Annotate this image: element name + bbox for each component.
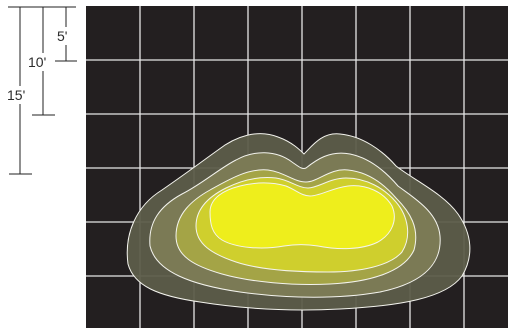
- scale-label-15ft: 15': [7, 87, 25, 103]
- beam-contours: [126, 133, 471, 311]
- scale-label-5ft: 5': [57, 28, 67, 44]
- scale-label-15ft-backdrop: [6, 86, 30, 104]
- scale-label-10ft-backdrop: [27, 53, 51, 71]
- scale-label-5ft-backdrop: [56, 27, 74, 45]
- beam-contour-inner: [209, 182, 395, 250]
- scale-label-10ft: 10': [28, 54, 46, 70]
